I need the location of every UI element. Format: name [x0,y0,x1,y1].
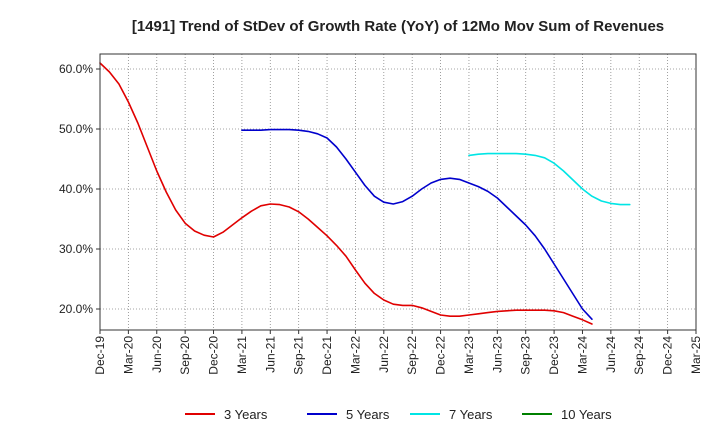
x-tick-label: Dec-19 [93,336,107,375]
x-tick-label: Mar-23 [462,336,476,374]
legend-label-3-years: 3 Years [224,407,268,422]
x-tick-label: Sep-22 [405,336,419,375]
x-axis-ticks: Dec-19 Mar-20 Jun-20 Sep-20 Dec-20 Mar-21 Jun-… [93,330,703,375]
series-lines [99,62,631,325]
x-tick-label: Dec-24 [661,336,675,375]
legend-label-7-years: 7 Years [449,407,493,422]
x-tick-label: Mar-24 [575,336,589,374]
legend: 3 Years 5 Years 7 Years 10 Years [185,407,612,422]
x-tick-label: Jun-22 [377,336,391,373]
y-tick-label: 60.0% [59,62,93,76]
x-tick-label: Mar-21 [235,336,249,374]
x-tick-label: Sep-23 [519,336,533,375]
x-tick-label: Jun-20 [150,336,164,373]
series-line-3-years [99,62,593,325]
y-tick-label: 20.0% [59,302,93,316]
y-axis-ticks: 20.0% 30.0% 40.0% 50.0% 60.0% [59,62,100,316]
grid-lines [100,54,696,330]
plot-frame [99,53,697,331]
series-line-5-years [241,128,593,321]
x-tick-label: Dec-20 [207,336,221,375]
y-tick-label: 50.0% [59,122,93,136]
chart-title: [1491] Trend of StDev of Growth Rate (Yo… [132,18,664,35]
x-tick-label: Mar-20 [121,336,135,374]
x-tick-label: Dec-23 [547,336,561,375]
x-tick-label: Jun-24 [604,336,618,373]
x-tick-label: Mar-22 [348,336,362,374]
x-tick-label: Sep-21 [292,336,306,375]
x-tick-label: Sep-20 [178,336,192,375]
x-tick-label: Sep-24 [632,336,646,375]
legend-label-5-years: 5 Years [346,407,390,422]
x-tick-label: Jun-23 [490,336,504,373]
x-tick-label: Mar-25 [689,336,703,374]
legend-label-10-years: 10 Years [561,407,612,422]
x-tick-label: Jun-21 [263,336,277,373]
x-tick-label: Dec-21 [320,336,334,375]
y-tick-label: 30.0% [59,242,93,256]
series-line-7-years [468,152,631,206]
y-tick-label: 40.0% [59,182,93,196]
x-tick-label: Dec-22 [434,336,448,375]
